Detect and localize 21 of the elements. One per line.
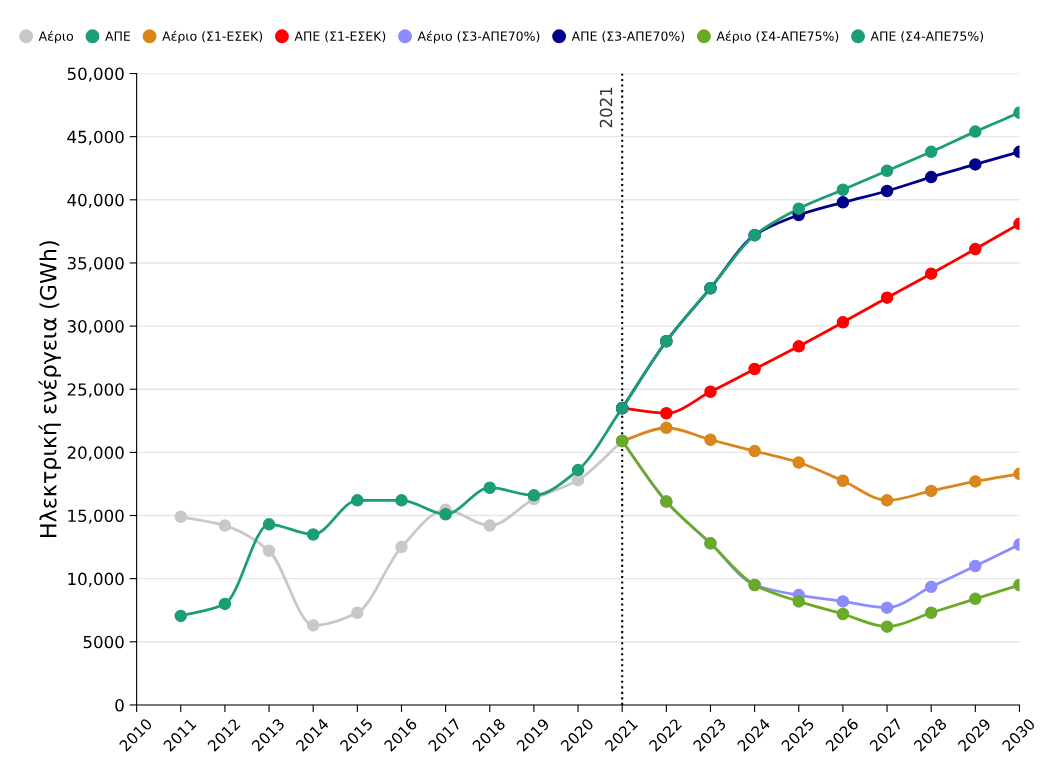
legend-label: ΑΠΕ (Σ3-ΑΠΕ70%) (571, 31, 685, 43)
y-tick-label: 0 (115, 698, 124, 712)
y-tick-label: 15,000 (68, 509, 124, 524)
legend-label: Αέριο (Σ1-ΕΣΕΚ) (162, 30, 263, 44)
legend-label: Αέριο (Σ3-ΑΠΕ70%) (417, 30, 540, 44)
ref-line-label: 2021 (599, 87, 613, 128)
y-tick-label: 5000 (83, 635, 124, 649)
y-tick-label: 30,000 (67, 320, 124, 335)
y-tick-label: 50,000 (67, 67, 124, 82)
y-axis-title: Ηλεκτρική ενέργεια (GWh) (38, 241, 61, 537)
y-tick-label: 20,000 (67, 446, 124, 461)
legend-label: ΑΠΕ (Σ1-ΕΣΕΚ) (294, 31, 386, 43)
legend-label: Αέριο (38, 30, 74, 44)
legend-label: ΑΠΕ (Σ4-ΑΠΕ75%) (870, 31, 984, 43)
legend-label: ΑΠΕ (105, 31, 131, 41)
y-tick-label: 40,000 (67, 193, 124, 209)
legend-label: Αέριο (Σ4-ΑΠΕ75%) (716, 30, 839, 44)
y-tick-label: 35,000 (67, 256, 124, 272)
y-tick-label: 45,000 (67, 130, 124, 145)
y-tick-label: 10,000 (68, 572, 124, 587)
y-tick-label: 25,000 (67, 383, 124, 398)
